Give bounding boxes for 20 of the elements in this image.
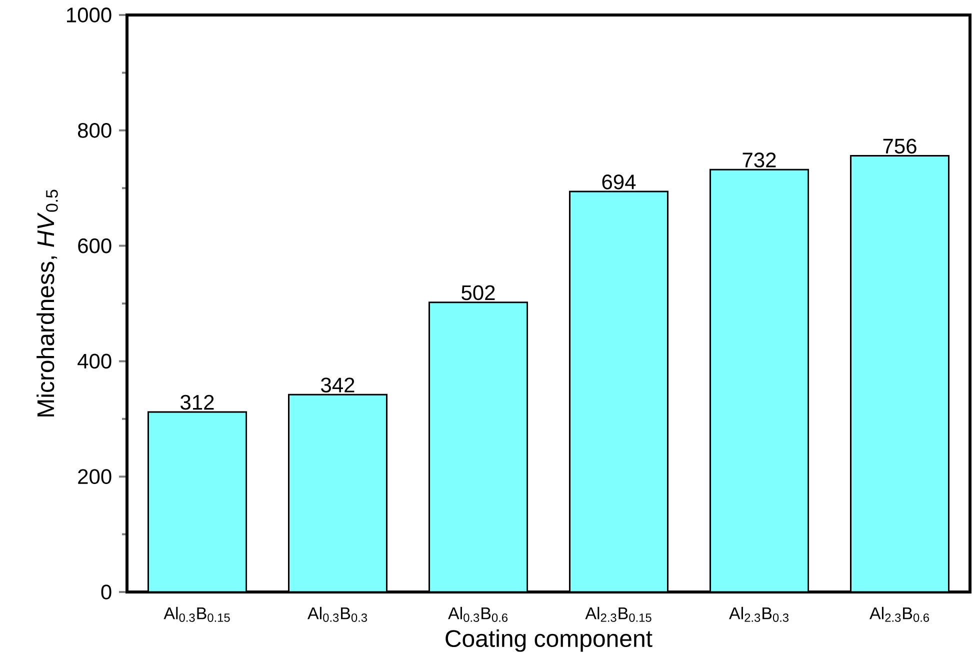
data-label: 694: [602, 174, 636, 190]
y-axis-title: Microhardness, HV$_{0.5}$: [36, 190, 58, 416]
data-label: 312: [180, 394, 214, 410]
y-tick-label: 600: [78, 238, 112, 254]
y-tick-label: 400: [78, 354, 112, 369]
data-label: 502: [462, 285, 495, 300]
x-tick-label: Al$_{2.3}$B$_{0.15}$: [585, 606, 652, 622]
y-tick-label: 1000: [67, 8, 112, 22]
data-label: 342: [321, 378, 354, 392]
y-tick-label: 800: [78, 122, 112, 138]
x-axis-title: Coating component: [446, 629, 652, 652]
x-tick-label: Al$_{2.3}$B$_{0.3}$: [729, 606, 789, 622]
x-tick-label: Al$_{2.3}$B$_{0.6}$: [870, 606, 930, 622]
x-tick-label: Al$_{0.3}$B$_{0.3}$: [308, 606, 368, 622]
y-tick-label: 200: [78, 469, 112, 484]
data-label: 732: [742, 152, 776, 168]
x-tick-label: Al$_{0.3}$B$_{0.6}$: [448, 606, 508, 622]
y-tick-label: 0: [101, 584, 112, 600]
x-tick-label: Al$_{0.3}$B$_{0.15}$: [164, 606, 230, 622]
data-label: 756: [883, 138, 916, 154]
